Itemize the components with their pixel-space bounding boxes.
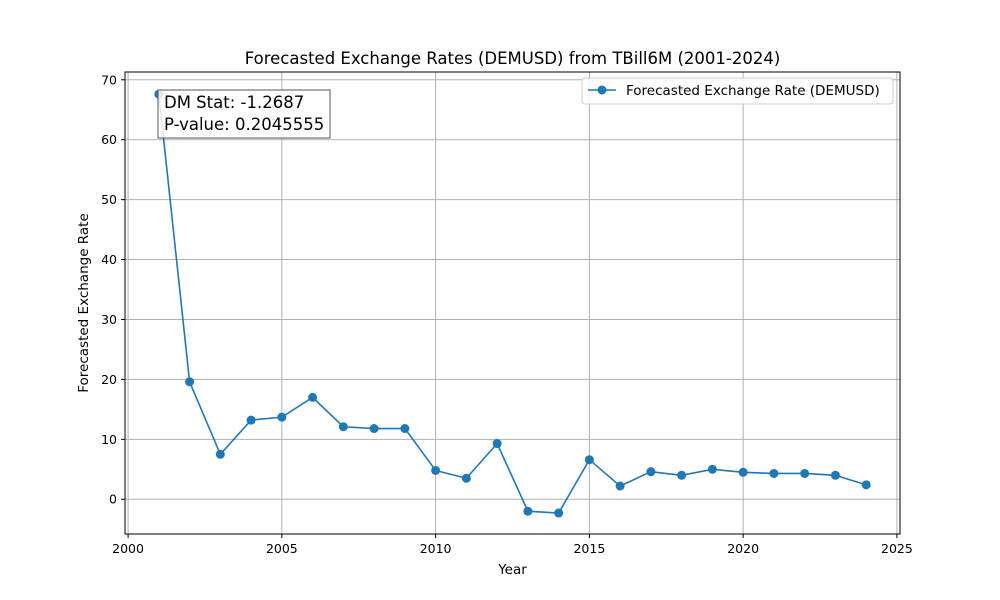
legend-frame [581, 77, 894, 105]
legend-entry-label: Forecasted Exchange Rate (DEMUSD) [626, 83, 880, 99]
legend: Forecasted Exchange Rate (DEMUSD) [581, 77, 894, 105]
data-point [554, 508, 564, 518]
data-point [800, 468, 810, 478]
data-point [461, 473, 471, 483]
data-point [646, 467, 656, 477]
y-tick-label: 50 [101, 192, 117, 207]
x-tick-label: 2005 [266, 541, 298, 556]
chart-title: Forecasted Exchange Rates (DEMUSD) from … [245, 49, 781, 68]
data-point [677, 470, 687, 480]
data-point [338, 422, 348, 432]
x-tick-label: 2025 [881, 541, 913, 556]
series-layer [154, 89, 871, 518]
y-tick-label: 0 [109, 492, 117, 507]
x-tick-label: 2000 [112, 541, 144, 556]
axis-ticks: 2000 2005 2010 2015 2020 2025 0 10 20 30 40 50 60 70 [101, 72, 913, 556]
stats-annotation-box: DM Stat: -1.2687 P-value: 0.2045555 [157, 89, 331, 139]
y-tick-label: 70 [101, 72, 117, 87]
data-point [215, 449, 225, 459]
data-point [308, 392, 318, 402]
dm-stat-text: DM Stat: -1.2687 [164, 93, 304, 112]
p-value-text: P-value: 0.2045555 [164, 115, 324, 134]
data-point [431, 465, 441, 475]
grid [125, 72, 900, 534]
x-tick-label: 2015 [573, 541, 605, 556]
y-tick-label: 60 [101, 132, 117, 147]
legend-marker-swatch [597, 85, 607, 95]
annotation-box-frame [157, 89, 331, 139]
y-tick-label: 30 [101, 312, 117, 327]
y-axis-label: Forecasted Exchange Rate [76, 213, 92, 393]
data-point [400, 424, 410, 434]
x-tick-label: 2010 [420, 541, 452, 556]
data-point [523, 506, 533, 516]
data-point [185, 377, 195, 387]
y-tick-label: 20 [101, 372, 117, 387]
data-point [615, 481, 625, 491]
data-point [738, 467, 748, 477]
x-tick-label: 2020 [727, 541, 759, 556]
data-point [769, 468, 779, 478]
data-point [861, 480, 871, 490]
data-point [830, 470, 840, 480]
data-point [277, 412, 287, 422]
y-tick-label: 40 [101, 252, 117, 267]
data-point [707, 464, 717, 474]
data-point [492, 439, 502, 449]
data-point [246, 415, 256, 425]
x-axis-label: Year [497, 562, 527, 578]
plot-area-frame [124, 71, 901, 535]
data-point [369, 424, 379, 434]
y-tick-label: 10 [101, 432, 117, 447]
series-line [158, 94, 867, 514]
data-point [584, 455, 594, 465]
